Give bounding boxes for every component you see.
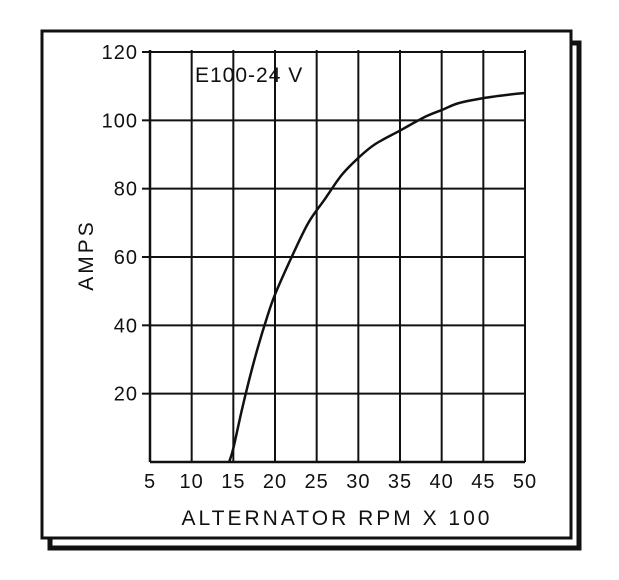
y-tick-label: 120 bbox=[102, 42, 138, 64]
y-tick-label: 20 bbox=[114, 384, 138, 406]
y-tick-label: 40 bbox=[114, 315, 138, 337]
x-tick-label: 30 bbox=[346, 471, 370, 493]
x-tick-label: 40 bbox=[430, 471, 454, 493]
x-axis-label: ALTERNATOR RPM X 100 bbox=[182, 507, 493, 530]
x-tick-label: 15 bbox=[221, 471, 245, 493]
x-tick-label: 20 bbox=[263, 471, 287, 493]
axes bbox=[142, 50, 525, 464]
y-tick-label: 100 bbox=[102, 110, 138, 132]
x-tick-label: 10 bbox=[180, 471, 204, 493]
series-annotation: E100-24 V bbox=[195, 64, 303, 87]
x-tick-label: 50 bbox=[513, 471, 537, 493]
y-tick-label: 60 bbox=[114, 247, 138, 269]
x-tick-labels: 5 10 15 20 25 30 35 40 45 50 bbox=[144, 471, 537, 493]
x-tick-label: 25 bbox=[305, 471, 329, 493]
series-line bbox=[227, 91, 526, 463]
y-axis-label: AMPS bbox=[75, 219, 98, 291]
x-tick-label: 35 bbox=[388, 471, 412, 493]
y-tick-labels: 20 40 60 80 100 120 bbox=[102, 42, 138, 406]
y-tick-label: 80 bbox=[114, 179, 138, 201]
x-tick-label: 5 bbox=[144, 471, 156, 493]
grid bbox=[150, 50, 526, 462]
x-tick-label: 45 bbox=[471, 471, 495, 493]
